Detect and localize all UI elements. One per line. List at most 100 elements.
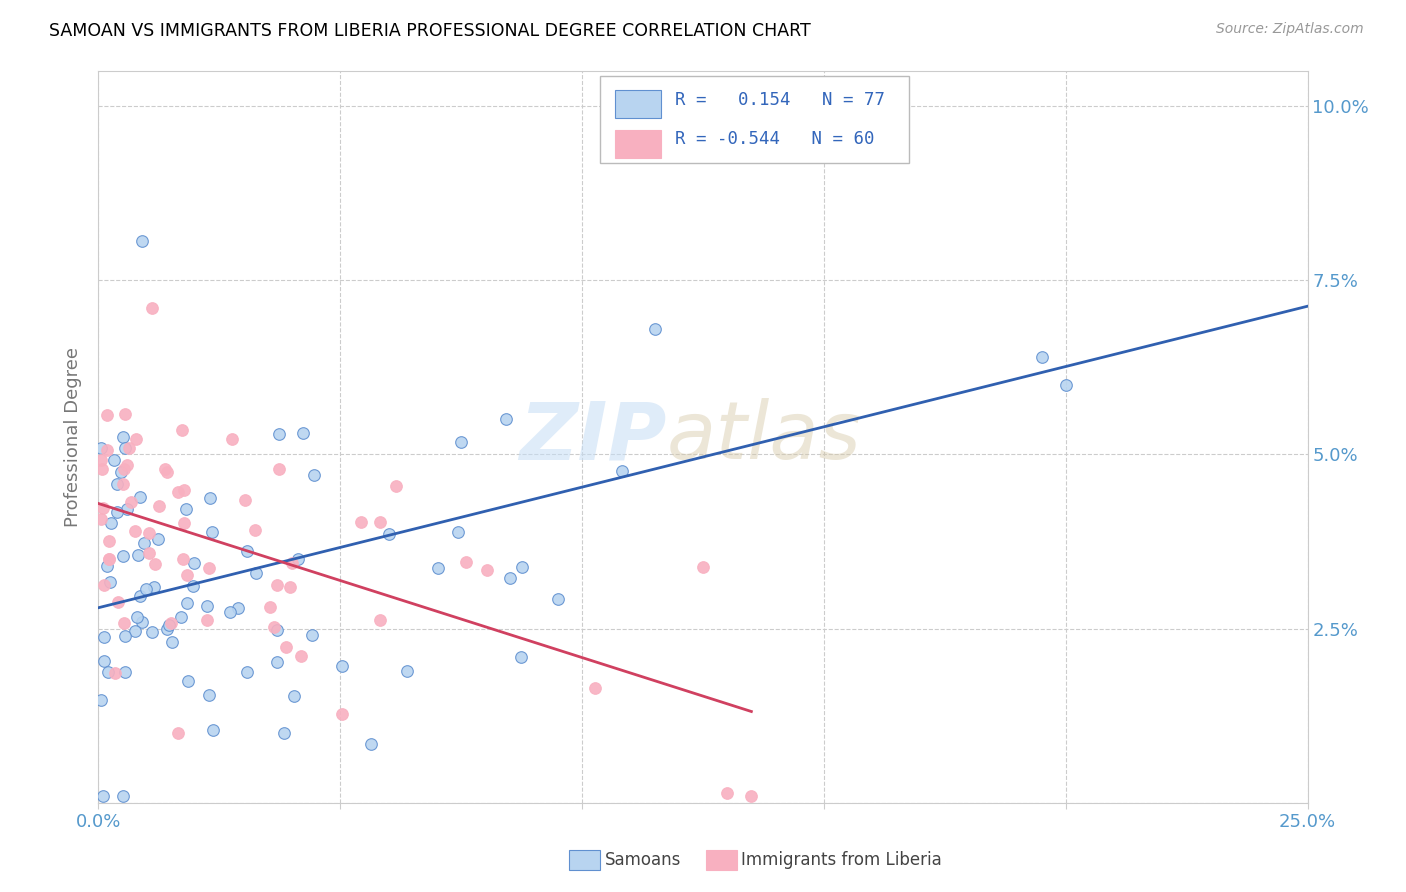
Point xyxy=(115,458,138,472)
Point xyxy=(368,515,391,529)
Point xyxy=(110,465,132,479)
Point xyxy=(138,526,160,541)
Point xyxy=(156,466,179,480)
Point xyxy=(114,407,136,421)
Point xyxy=(131,615,153,629)
Point xyxy=(90,441,112,455)
Point xyxy=(368,613,391,627)
Text: SAMOAN VS IMMIGRANTS FROM LIBERIA PROFESSIONAL DEGREE CORRELATION CHART: SAMOAN VS IMMIGRANTS FROM LIBERIA PROFES… xyxy=(49,22,811,40)
FancyBboxPatch shape xyxy=(614,130,661,158)
Point xyxy=(266,655,288,669)
Point xyxy=(454,555,477,569)
Point xyxy=(93,578,115,592)
Point xyxy=(155,462,177,476)
Point xyxy=(283,689,305,703)
Point xyxy=(233,493,256,508)
Point xyxy=(176,568,198,582)
Point xyxy=(129,490,152,504)
Point xyxy=(166,726,188,740)
Point xyxy=(612,464,634,478)
Point xyxy=(98,552,121,566)
Point xyxy=(157,618,180,632)
Point xyxy=(170,423,193,437)
Point xyxy=(96,558,118,573)
Point xyxy=(142,580,165,594)
Point xyxy=(93,654,115,668)
Point xyxy=(236,665,259,680)
Point xyxy=(495,411,517,425)
Point xyxy=(1031,350,1053,364)
Point xyxy=(124,524,146,539)
Point xyxy=(447,524,470,539)
Point xyxy=(330,659,353,673)
Point xyxy=(509,649,531,664)
Point xyxy=(177,673,200,688)
Point xyxy=(291,425,314,440)
Point xyxy=(304,468,326,483)
Point xyxy=(170,609,193,624)
Point xyxy=(221,432,243,446)
Point xyxy=(350,515,373,529)
Point xyxy=(195,613,218,627)
Point xyxy=(111,430,134,444)
Text: atlas: atlas xyxy=(666,398,862,476)
Point xyxy=(120,495,142,509)
Point xyxy=(450,435,472,450)
Point xyxy=(160,635,183,649)
Point xyxy=(236,543,259,558)
Point xyxy=(266,578,288,592)
Point xyxy=(125,609,148,624)
Point xyxy=(287,552,309,566)
Point xyxy=(91,789,114,803)
Point xyxy=(201,723,224,738)
Point xyxy=(245,566,267,580)
Point xyxy=(117,501,139,516)
Point xyxy=(278,580,301,594)
Point xyxy=(118,441,141,455)
FancyBboxPatch shape xyxy=(614,90,661,118)
Point xyxy=(583,681,606,695)
Text: R = -0.544   N = 60: R = -0.544 N = 60 xyxy=(675,130,875,148)
Text: Source: ZipAtlas.com: Source: ZipAtlas.com xyxy=(1216,22,1364,37)
Point xyxy=(98,574,121,589)
Point xyxy=(692,559,714,574)
Point xyxy=(281,557,304,571)
Point xyxy=(195,599,218,614)
Point xyxy=(143,557,166,571)
Point xyxy=(330,706,353,721)
Point xyxy=(547,591,569,606)
Point xyxy=(141,301,163,315)
Point xyxy=(107,595,129,609)
Point xyxy=(135,582,157,596)
Point xyxy=(105,505,128,519)
Point xyxy=(301,628,323,642)
Point xyxy=(104,666,127,681)
Point xyxy=(183,556,205,570)
Point xyxy=(111,477,134,491)
Point xyxy=(114,441,136,455)
Point xyxy=(198,491,221,505)
Point xyxy=(100,516,122,530)
Point xyxy=(218,606,240,620)
Point xyxy=(197,561,219,575)
Point xyxy=(263,620,285,634)
Point xyxy=(172,551,194,566)
Point xyxy=(273,725,295,739)
Point xyxy=(173,516,195,530)
Point xyxy=(114,629,136,643)
Point xyxy=(90,693,112,707)
Point xyxy=(114,665,136,680)
Point xyxy=(837,99,859,113)
Point xyxy=(274,640,297,655)
Point xyxy=(166,484,188,499)
Point xyxy=(124,624,146,638)
Point xyxy=(131,235,153,249)
Point xyxy=(91,501,114,516)
Point xyxy=(174,502,197,516)
Point xyxy=(716,786,738,800)
Point xyxy=(141,625,163,640)
Point xyxy=(132,535,155,549)
Point xyxy=(176,596,198,610)
Point xyxy=(112,789,135,803)
Point xyxy=(160,616,183,631)
